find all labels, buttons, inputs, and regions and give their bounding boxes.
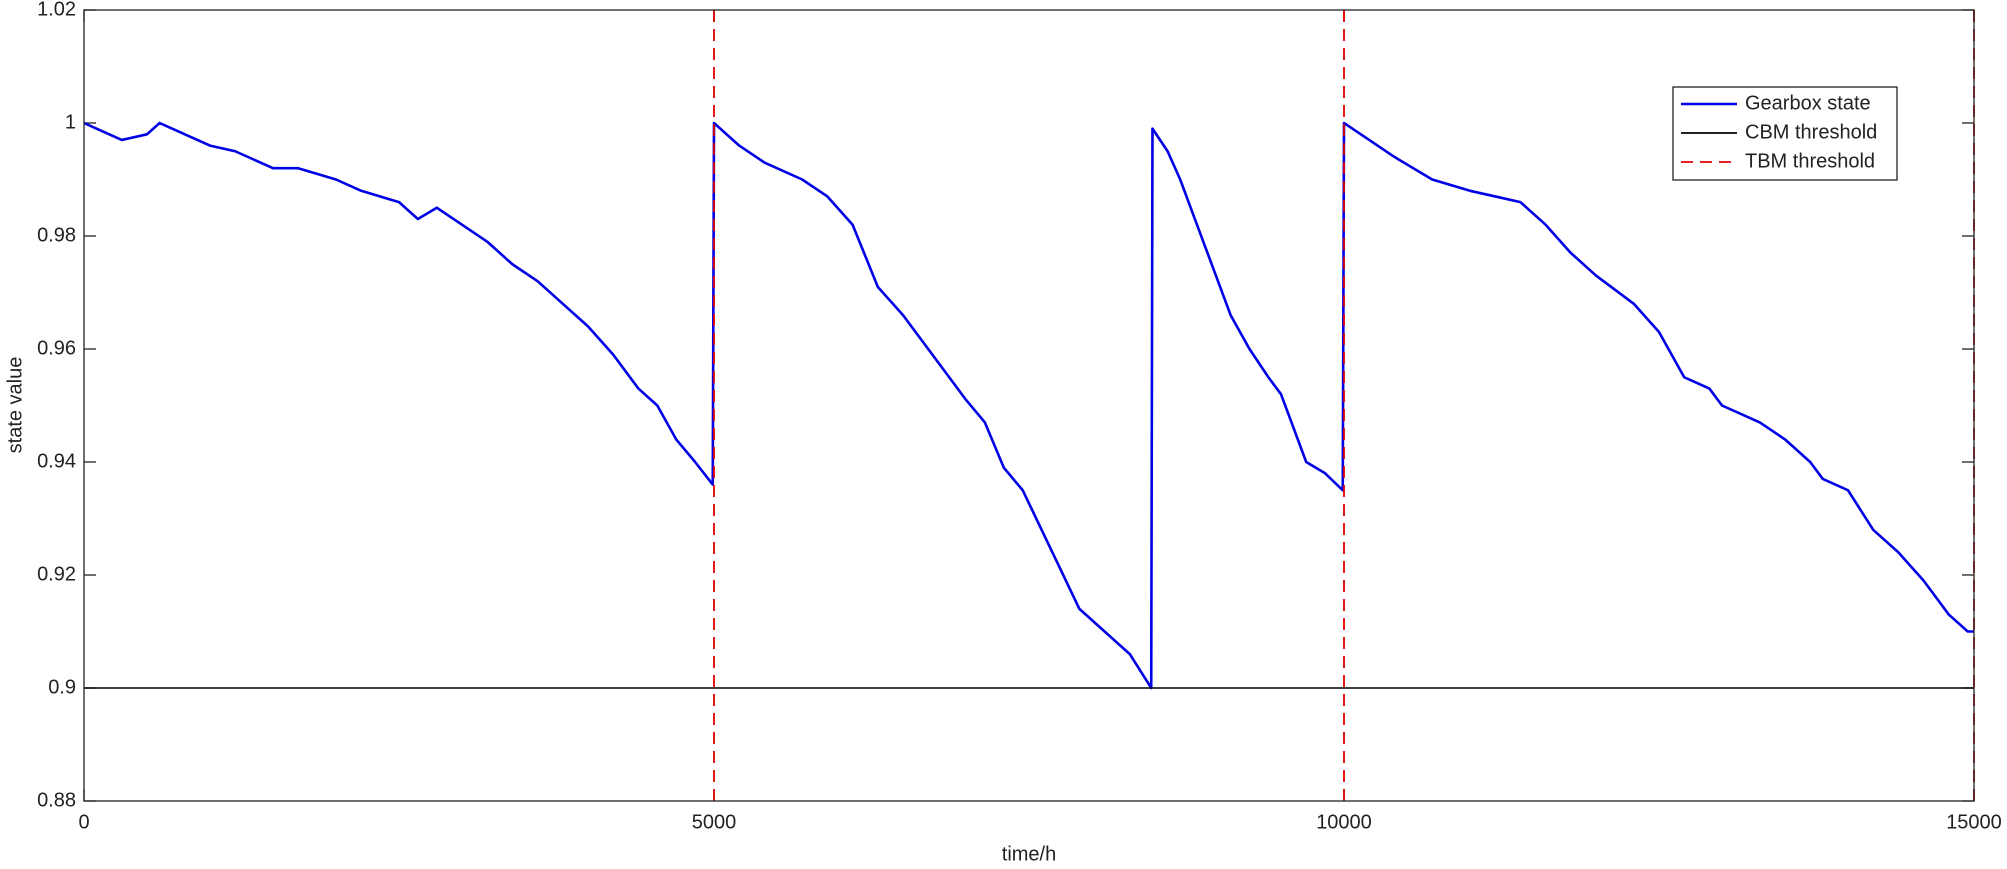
y-axis-label: state value [4, 357, 26, 454]
y-tick-label: 0.88 [37, 789, 76, 811]
x-axis-label: time/h [1002, 843, 1056, 865]
x-tick-label: 10000 [1316, 811, 1372, 833]
plot-area [84, 10, 1974, 801]
x-tick-label: 15000 [1946, 811, 2002, 833]
line [83, 121, 1974, 690]
y-tick-label: 0.92 [37, 563, 76, 585]
y-tick-label: 0.9 [48, 676, 76, 698]
y-tick-label: 0.96 [37, 337, 76, 359]
legend-label: Gearbox state [1745, 92, 1871, 114]
x-tick-label: 5000 [692, 811, 737, 833]
legend-label: CBM threshold [1745, 121, 1877, 143]
y-tick-label: 0.98 [37, 224, 76, 246]
y-tick-label: 1.02 [37, 0, 76, 20]
plot-frame [83, 9, 1975, 802]
x-tick-label: 0 [78, 811, 89, 833]
y-tick-label: 0.94 [37, 450, 76, 472]
legend-label: TBM threshold [1745, 150, 1875, 172]
y-tick-label: 1 [65, 111, 76, 133]
